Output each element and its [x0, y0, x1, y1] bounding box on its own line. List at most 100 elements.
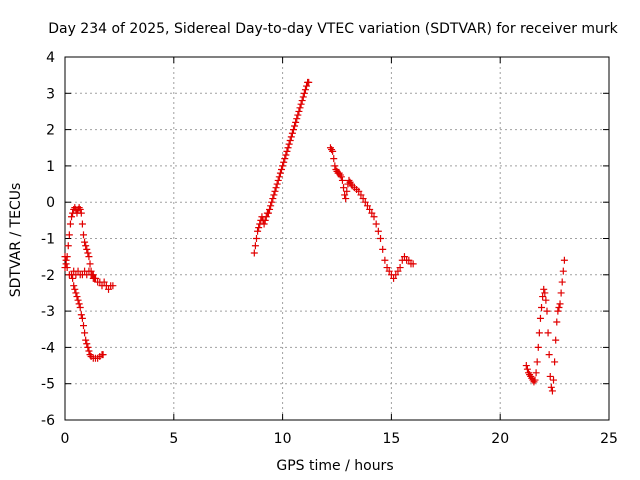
data-point [542, 296, 550, 304]
data-point [550, 376, 558, 384]
data-point [273, 180, 281, 188]
data-point [86, 351, 94, 359]
data-point [368, 209, 376, 217]
data-point [532, 369, 540, 377]
data-point [68, 213, 76, 221]
data-point [281, 155, 289, 163]
data-point [295, 107, 303, 115]
data-point [291, 122, 299, 130]
data-point [554, 307, 562, 315]
data-point [405, 256, 413, 264]
data-point [559, 267, 567, 275]
data-point [522, 362, 530, 370]
data-point [361, 198, 369, 206]
data-point [82, 242, 90, 250]
data-point [538, 303, 546, 311]
data-point [85, 347, 93, 355]
data-point [269, 195, 277, 203]
data-point [72, 289, 80, 297]
y-tick-label: -5 [41, 377, 55, 393]
data-point [74, 267, 82, 275]
data-point [329, 147, 337, 155]
data-point [81, 329, 89, 337]
data-point [73, 293, 81, 301]
data-point [544, 329, 552, 337]
data-point [303, 82, 311, 90]
data-point [331, 162, 339, 170]
x-tick-label: 20 [491, 431, 509, 447]
data-point [289, 126, 297, 134]
data-point [396, 264, 404, 272]
data-points [61, 78, 568, 395]
data-point [78, 220, 86, 228]
data-point [372, 220, 380, 228]
data-point [61, 253, 69, 261]
y-tick-label: -1 [41, 232, 55, 248]
y-tick-label: -6 [41, 413, 55, 429]
data-point [260, 220, 268, 228]
chart-title: Day 234 of 2025, Sidereal Day-to-day VTE… [48, 21, 618, 37]
data-point [79, 231, 87, 239]
data-point [551, 358, 559, 366]
data-point [355, 187, 363, 195]
data-point [560, 256, 568, 264]
data-point [390, 274, 398, 282]
data-point [63, 264, 71, 272]
data-point [264, 209, 272, 217]
data-point [300, 89, 308, 97]
data-point [280, 158, 288, 166]
data-point [385, 267, 393, 275]
data-point [250, 249, 258, 257]
data-point [81, 238, 89, 246]
data-point [267, 202, 275, 210]
y-tick-label: 2 [46, 123, 55, 139]
data-point [337, 173, 345, 181]
data-point [74, 296, 82, 304]
data-point [383, 264, 391, 272]
data-point [261, 216, 269, 224]
data-point [278, 166, 286, 174]
y-tick-label: 3 [46, 86, 55, 102]
data-point [553, 318, 561, 326]
data-point [533, 358, 541, 366]
y-tick-label: -2 [41, 268, 55, 284]
data-point [366, 205, 374, 213]
data-point [83, 340, 91, 348]
data-point [381, 256, 389, 264]
series-4 [250, 78, 313, 257]
data-point [392, 271, 400, 279]
series-6 [522, 256, 568, 395]
data-point [109, 282, 117, 290]
data-point [357, 191, 365, 199]
data-point [342, 195, 350, 203]
data-point [84, 249, 92, 257]
x-axis: 0 5 10 15 20 25 [61, 57, 618, 447]
data-point [409, 260, 417, 268]
data-point [79, 322, 87, 330]
y-axis-label: SDTVAR / TECUs [8, 183, 24, 298]
y-tick-label: -3 [41, 304, 55, 320]
data-point [276, 169, 284, 177]
data-point [363, 202, 371, 210]
x-tick-label: 15 [382, 431, 400, 447]
data-point [271, 187, 279, 195]
data-point [400, 253, 408, 261]
data-point [294, 111, 302, 119]
x-axis-label: GPS time / hours [276, 458, 393, 474]
data-point [272, 184, 280, 192]
data-point [274, 176, 282, 184]
data-point [341, 191, 349, 199]
data-point [330, 155, 338, 163]
data-point [275, 173, 283, 181]
data-point [62, 260, 70, 268]
data-point [293, 115, 301, 123]
data-point [77, 311, 85, 319]
data-point [370, 213, 378, 221]
series-2 [61, 253, 99, 282]
data-point [546, 372, 554, 380]
x-tick-label: 10 [274, 431, 292, 447]
data-point [83, 245, 91, 253]
data-point [85, 267, 93, 275]
data-point [301, 86, 309, 94]
